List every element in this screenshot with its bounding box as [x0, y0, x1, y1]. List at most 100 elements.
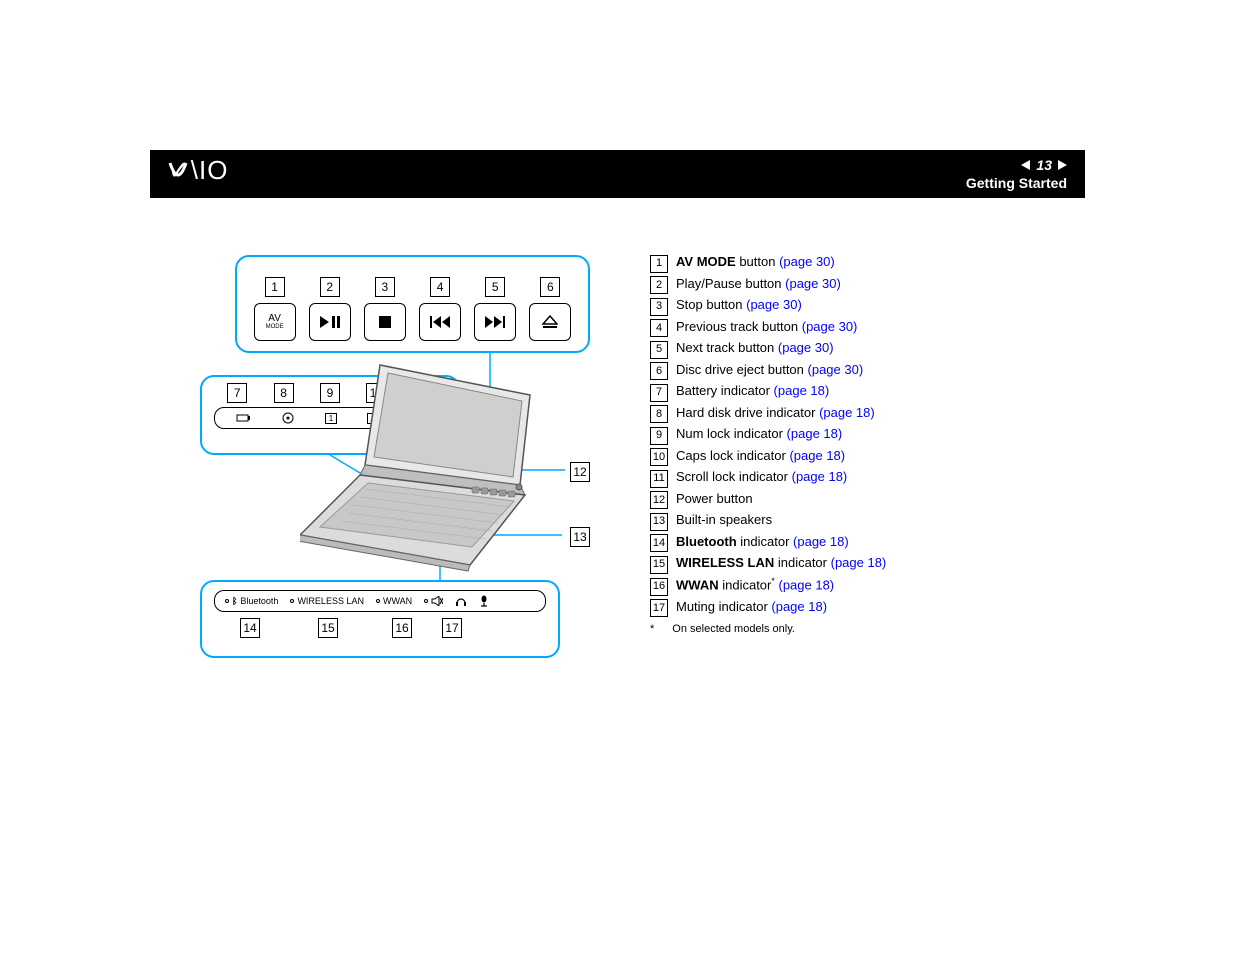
page-ref-link[interactable]: (page 30) [785, 276, 841, 291]
page-ref-link[interactable]: (page 30) [802, 319, 858, 334]
callout-num-4: 4 [430, 277, 450, 297]
legend-text: Bluetooth indicator (page 18) [676, 532, 849, 552]
stop-icon [364, 303, 406, 341]
callout-num-12: 12 [570, 462, 590, 482]
legend-row: 17 Muting indicator (page 18) [650, 597, 1070, 618]
legend-text: Next track button (page 30) [676, 338, 834, 358]
callout-num-7: 7 [227, 383, 247, 403]
legend-row: 8 Hard disk drive indicator (page 18) [650, 403, 1070, 424]
wlan-indicator-icon: WIRELESS LAN [290, 596, 364, 606]
legend-num: 16 [650, 578, 668, 596]
mic-icon [479, 595, 489, 607]
legend-row: 7 Battery indicator (page 18) [650, 381, 1070, 402]
legend-num: 7 [650, 384, 668, 402]
callout-wireless-strip: ᛒBluetooth WIRELESS LAN WWAN 14 15 16 17 [200, 580, 560, 658]
hdd-icon [282, 412, 294, 424]
legend-num: 5 [650, 341, 668, 359]
callout-num-15: 15 [318, 618, 338, 638]
section-title: Getting Started [966, 174, 1067, 192]
legend-row: 3 Stop button (page 30) [650, 295, 1070, 316]
legend-row: 2 Play/Pause button (page 30) [650, 274, 1070, 295]
page-ref-link[interactable]: (page 30) [778, 340, 834, 355]
legend-text: Built-in speakers [676, 510, 772, 530]
btn-col-2: 2 [309, 277, 351, 341]
callout-num-17: 17 [442, 618, 462, 638]
legend-num: 12 [650, 491, 668, 509]
legend-text: Power button [676, 489, 753, 509]
legend-num: 1 [650, 255, 668, 273]
callout-media-buttons: 1 AVMODE 2 3 4 5 [235, 255, 590, 353]
legend-row: 1 AV MODE button (page 30) [650, 252, 1070, 273]
legend-num: 17 [650, 599, 668, 617]
page-ref-link[interactable]: (page 18) [819, 405, 875, 420]
page-ref-link[interactable]: (page 18) [787, 426, 843, 441]
legend-num: 13 [650, 513, 668, 531]
legend-num: 14 [650, 534, 668, 552]
btn-col-1: 1 AVMODE [254, 277, 296, 341]
legend-num: 3 [650, 298, 668, 316]
legend-num: 15 [650, 556, 668, 574]
legend-row: 15 WIRELESS LAN indicator (page 18) [650, 553, 1070, 574]
callout-num-3: 3 [375, 277, 395, 297]
legend-num: 2 [650, 276, 668, 294]
legend-row: 9 Num lock indicator (page 18) [650, 424, 1070, 445]
legend-text: Muting indicator (page 18) [676, 597, 827, 617]
bot-num-row: 14 15 16 17 [214, 618, 546, 638]
callout-num-14: 14 [240, 618, 260, 638]
prev-track-icon [419, 303, 461, 341]
page-ref-link[interactable]: (page 18) [789, 448, 845, 463]
bluetooth-indicator-icon: ᛒBluetooth [225, 596, 278, 606]
page-ref-link[interactable]: (page 18) [771, 599, 827, 614]
page-ref-link[interactable]: (page 18) [792, 469, 848, 484]
legend-row: 4Previous track button (page 30) [650, 317, 1070, 338]
legend-row: 12 Power button [650, 489, 1070, 510]
prev-page-icon[interactable] [1021, 160, 1030, 170]
callout-num-1: 1 [265, 277, 285, 297]
battery-icon [236, 413, 252, 423]
legend-text: Scroll lock indicator (page 18) [676, 467, 847, 487]
legend-text: Play/Pause button (page 30) [676, 274, 841, 294]
page-ref-link[interactable]: (page 30) [746, 297, 802, 312]
footnote: *On selected models only. [650, 621, 1070, 638]
legend-row: 11 Scroll lock indicator (page 18) [650, 467, 1070, 488]
page-number: 13 [1036, 156, 1052, 174]
btn-col-4: 4 [419, 277, 461, 341]
page-ref-link[interactable]: (page 18) [831, 555, 887, 570]
legend-text: AV MODE button (page 30) [676, 252, 835, 272]
btn-col-5: 5 [474, 277, 516, 341]
page-ref-link[interactable]: (page 18) [775, 577, 834, 592]
next-track-icon [474, 303, 516, 341]
legend-num: 10 [650, 448, 668, 466]
play-pause-icon [309, 303, 351, 341]
legend-row: 13 Built-in speakers [650, 510, 1070, 531]
legend-text: Stop button (page 30) [676, 295, 802, 315]
legend-text: WIRELESS LAN indicator (page 18) [676, 553, 886, 573]
legend-text: WWAN indicator* (page 18) [676, 575, 834, 595]
legend-text: Num lock indicator (page 18) [676, 424, 842, 444]
callout-num-8: 8 [274, 383, 294, 403]
wireless-indicator-strip: ᛒBluetooth WIRELESS LAN WWAN [214, 590, 546, 612]
legend-num: 11 [650, 470, 668, 488]
legend-row: 6 Disc drive eject button (page 30) [650, 360, 1070, 381]
page-ref-link[interactable]: (page 18) [793, 534, 849, 549]
page-ref-link[interactable]: (page 30) [808, 362, 864, 377]
mute-indicator-icon [424, 596, 443, 606]
vaio-logo: ✓\IO [168, 159, 278, 189]
legend-num: 9 [650, 427, 668, 445]
page-ref-link[interactable]: (page 30) [779, 254, 835, 269]
legend-text: Disc drive eject button (page 30) [676, 360, 863, 380]
legend-num: 6 [650, 362, 668, 380]
laptop-illustration [300, 355, 560, 575]
page-ref-link[interactable]: (page 18) [774, 383, 830, 398]
callout-num-5: 5 [485, 277, 505, 297]
legend-text: Previous track button (page 30) [676, 317, 857, 337]
callout-num-6: 6 [540, 277, 560, 297]
next-page-icon[interactable] [1058, 160, 1067, 170]
svg-text:✓\IO: ✓\IO [168, 157, 228, 185]
legend-text: Battery indicator (page 18) [676, 381, 829, 401]
legend-num: 8 [650, 405, 668, 423]
wwan-indicator-icon: WWAN [376, 596, 412, 606]
eject-icon [529, 303, 571, 341]
legend-text: Hard disk drive indicator (page 18) [676, 403, 875, 423]
page-number-nav: 13 [966, 156, 1067, 174]
